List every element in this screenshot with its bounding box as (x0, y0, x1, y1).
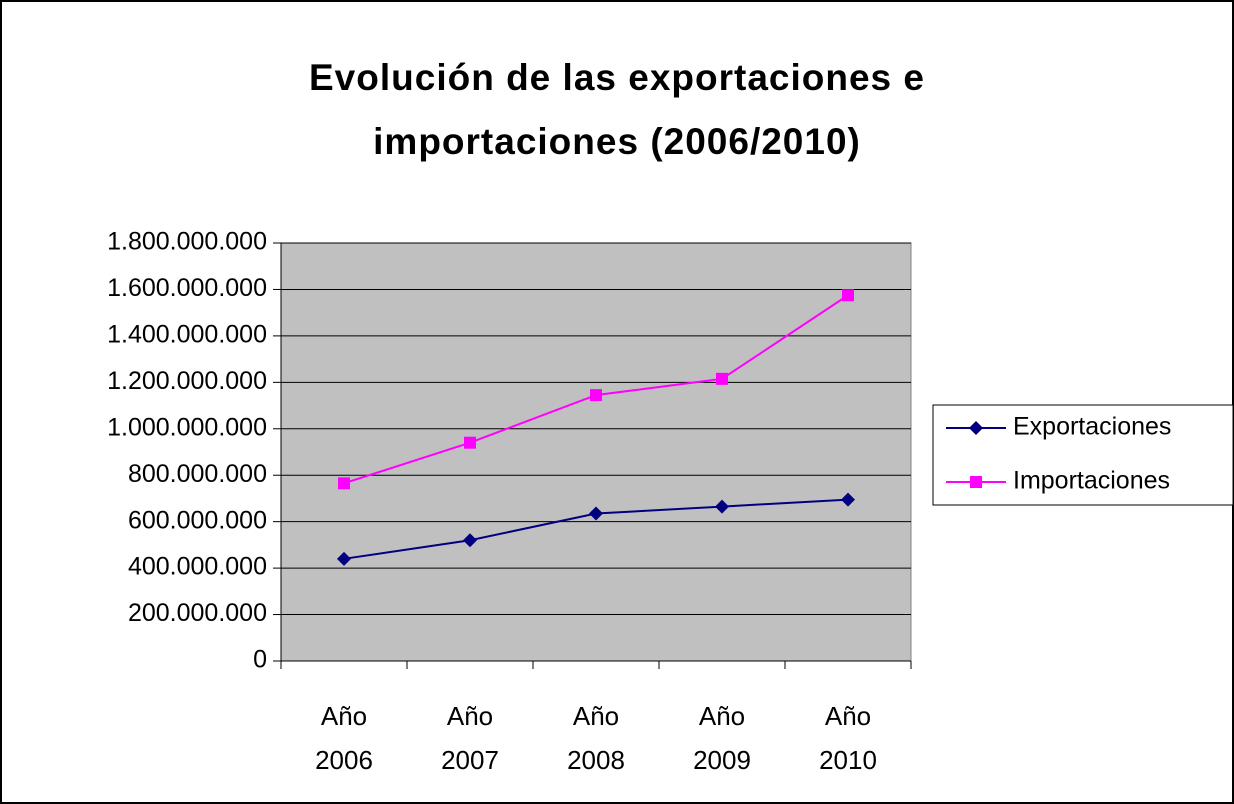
marker (716, 372, 728, 385)
marker (842, 289, 854, 302)
y-tick-label: 1.400.000.000 (107, 320, 267, 348)
y-tick-label: 1.200.000.000 (107, 367, 267, 395)
y-tick-label: 200.000.000 (128, 599, 267, 627)
marker (969, 421, 983, 435)
y-tick-label: 600.000.000 (128, 506, 267, 534)
y-tick-label: 800.000.000 (128, 460, 267, 488)
marker (841, 492, 855, 507)
marker (463, 533, 477, 548)
y-tick-label: 1.000.000.000 (107, 413, 267, 441)
marker (589, 506, 603, 521)
x-tick-label: Año 2006 (315, 701, 373, 775)
marker (715, 499, 729, 514)
x-tick-label: Año 2007 (441, 701, 499, 775)
legend-label: Exportaciones (1013, 413, 1171, 441)
chart-title: Evolución de las exportaciones e importa… (309, 57, 925, 162)
marker (970, 476, 982, 488)
y-tick-label: 0 (253, 646, 267, 674)
x-tick-label: Año 2008 (567, 701, 625, 775)
y-tick-label: 1.800.000.000 (107, 228, 267, 256)
x-tick-label: Año 2009 (693, 701, 751, 775)
marker (337, 551, 351, 566)
plot-area (280, 242, 912, 662)
legend-label: Importaciones (1013, 467, 1170, 495)
y-tick-label: 1.600.000.000 (107, 274, 267, 302)
marker (590, 389, 602, 402)
marker (338, 477, 350, 490)
x-tick-label: Año 2010 (819, 701, 877, 775)
legend-box (932, 404, 1234, 506)
y-tick-label: 400.000.000 (128, 553, 267, 581)
marker (464, 436, 476, 449)
